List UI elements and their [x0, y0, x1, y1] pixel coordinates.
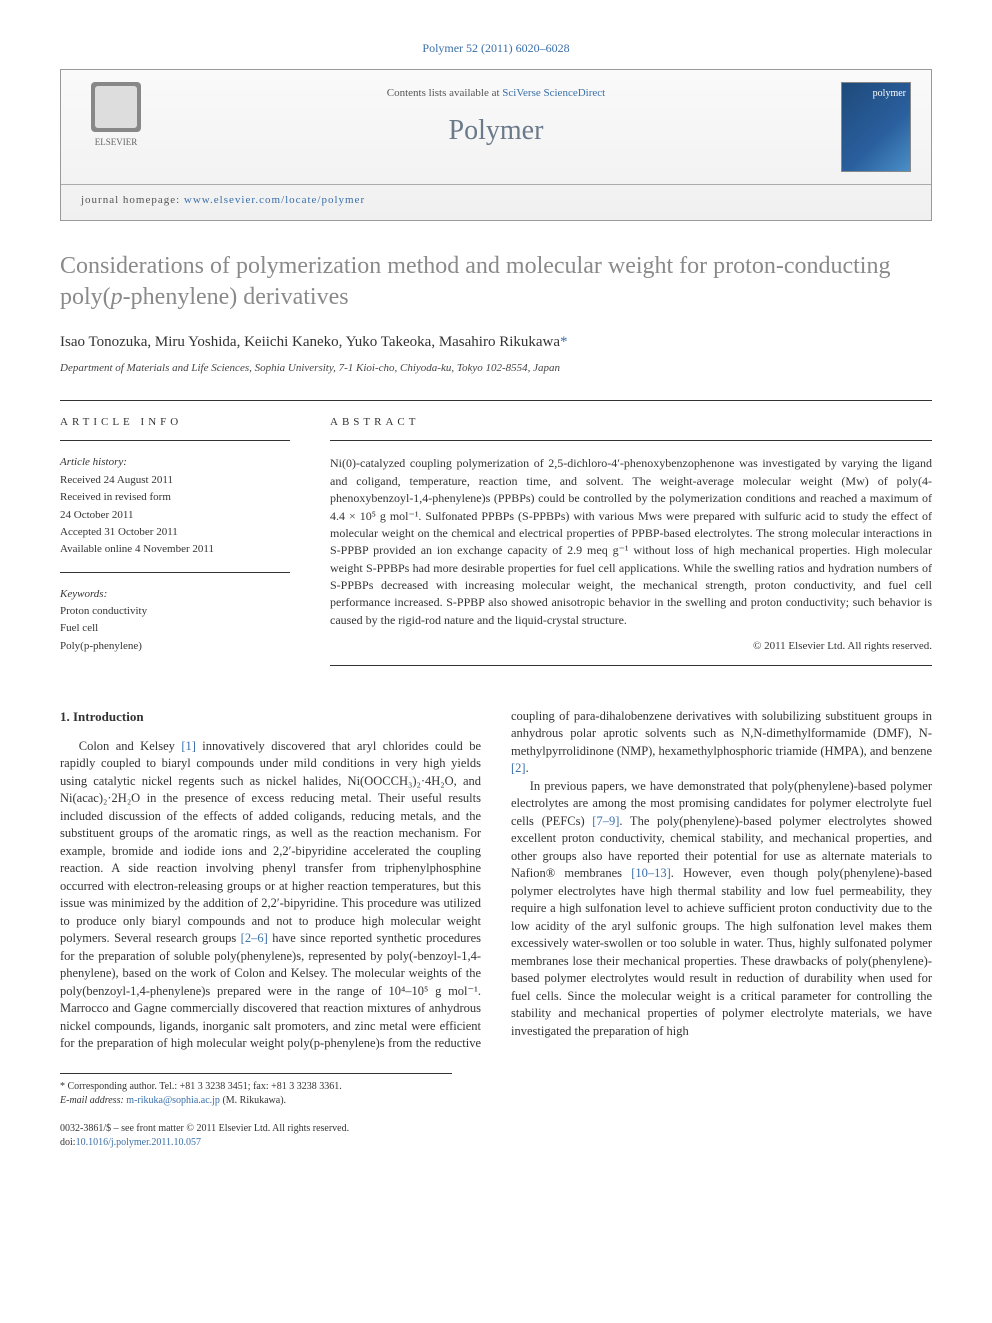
email-who: (M. Rikukawa). — [220, 1095, 286, 1106]
keywords-block: Keywords: Proton conductivity Fuel cell … — [60, 587, 290, 655]
doi-line: doi:10.1016/j.polymer.2011.10.057 — [60, 1136, 932, 1150]
journal-name: Polymer — [151, 111, 841, 150]
online-date: Available online 4 November 2011 — [60, 542, 290, 557]
abstract-heading: ABSTRACT — [330, 415, 932, 430]
cite-2-6[interactable]: [2–6] — [241, 931, 268, 945]
elsevier-logo: ELSEVIER — [81, 82, 151, 149]
author-list: Isao Tonozuka, Miru Yoshida, Keiichi Kan… — [60, 332, 932, 353]
info-sep — [60, 440, 290, 441]
footnotes: * Corresponding author. Tel.: +81 3 3238… — [60, 1073, 452, 1108]
history-label: Article history: — [60, 455, 290, 470]
abstract-sep — [330, 440, 932, 441]
received-date: Received 24 August 2011 — [60, 473, 290, 488]
cite-1[interactable]: [1] — [181, 739, 196, 753]
p1a: Colon and Kelsey — [79, 739, 182, 753]
header-top-row: ELSEVIER Contents lists available at Sci… — [61, 70, 931, 172]
elsevier-tree-icon — [91, 82, 141, 132]
article-title: Considerations of polymerization method … — [60, 251, 932, 313]
email-link[interactable]: m-rikuka@sophia.ac.jp — [126, 1095, 220, 1106]
sciencedirect-link[interactable]: SciVerse ScienceDirect — [502, 87, 605, 99]
cover-label: polymer — [873, 87, 906, 101]
keyword-2: Fuel cell — [60, 621, 290, 636]
contents-prefix: Contents lists available at — [387, 87, 502, 99]
info-abstract-row: ARTICLE INFO Article history: Received 2… — [60, 415, 932, 680]
authors-text: Isao Tonozuka, Miru Yoshida, Keiichi Kan… — [60, 334, 560, 350]
info-sep-2 — [60, 572, 290, 573]
cite-2[interactable]: [2] — [511, 761, 526, 775]
header-center: Contents lists available at SciVerse Sci… — [151, 82, 841, 161]
journal-header: ELSEVIER Contents lists available at Sci… — [60, 69, 932, 221]
p1b: innovatively discovered that aryl chlori… — [60, 739, 481, 946]
homepage-link[interactable]: www.elsevier.com/locate/polymer — [184, 194, 365, 206]
separator-top — [60, 400, 932, 401]
body-two-column: 1. Introduction Colon and Kelsey [1] inn… — [60, 708, 932, 1053]
keywords-label: Keywords: — [60, 587, 290, 602]
accepted-date: Accepted 31 October 2011 — [60, 525, 290, 540]
contents-available: Contents lists available at SciVerse Sci… — [151, 86, 841, 101]
intro-p2: In previous papers, we have demonstrated… — [511, 778, 932, 1041]
abstract-copyright: © 2011 Elsevier Ltd. All rights reserved… — [330, 639, 932, 654]
cite-7-9[interactable]: [7–9] — [592, 814, 619, 828]
p2c: . However, even though poly(phenylene)-b… — [511, 866, 932, 1038]
keyword-1: Proton conductivity — [60, 604, 290, 619]
keyword-3: Poly(p-phenylene) — [60, 639, 290, 654]
article-info-heading: ARTICLE INFO — [60, 415, 290, 430]
publisher-name: ELSEVIER — [81, 136, 151, 149]
doi-link[interactable]: 10.1016/j.polymer.2011.10.057 — [76, 1137, 201, 1148]
abstract-sep-bottom — [330, 665, 932, 666]
history-block: Article history: Received 24 August 2011… — [60, 455, 290, 557]
title-ital: p — [111, 284, 123, 310]
revised-line2: 24 October 2011 — [60, 508, 290, 523]
p1d: . — [526, 761, 529, 775]
journal-cover-thumb: polymer — [841, 82, 911, 172]
header-bottom: journal homepage: www.elsevier.com/locat… — [61, 185, 931, 220]
corresponding-mark: * — [560, 334, 568, 350]
abstract-text: Ni(0)-catalyzed coupling polymerization … — [330, 455, 932, 629]
footer: 0032-3861/$ – see front matter © 2011 El… — [60, 1122, 932, 1150]
intro-heading: 1. Introduction — [60, 708, 481, 726]
title-post: -phenylene) derivatives — [123, 284, 349, 310]
corresponding-author-note: * Corresponding author. Tel.: +81 3 3238… — [60, 1080, 452, 1094]
abstract-column: ABSTRACT Ni(0)-catalyzed coupling polyme… — [330, 415, 932, 680]
article-info-column: ARTICLE INFO Article history: Received 2… — [60, 415, 290, 680]
doi-label: doi: — [60, 1137, 76, 1148]
citation: Polymer 52 (2011) 6020–6028 — [60, 40, 932, 57]
email-label: E-mail address: — [60, 1095, 126, 1106]
cite-10-13[interactable]: [10–13] — [631, 866, 671, 880]
homepage-line: journal homepage: www.elsevier.com/locat… — [81, 193, 911, 208]
issn-line: 0032-3861/$ – see front matter © 2011 El… — [60, 1122, 932, 1136]
email-line: E-mail address: m-rikuka@sophia.ac.jp (M… — [60, 1094, 452, 1108]
revised-line1: Received in revised form — [60, 490, 290, 505]
homepage-prefix: journal homepage: — [81, 194, 184, 206]
affiliation: Department of Materials and Life Science… — [60, 361, 932, 376]
page: Polymer 52 (2011) 6020–6028 ELSEVIER Con… — [0, 0, 992, 1190]
